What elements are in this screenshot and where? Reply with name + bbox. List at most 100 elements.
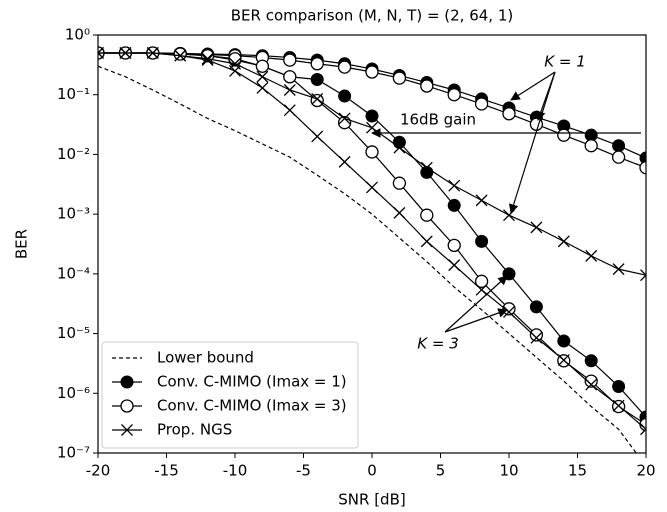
data-point bbox=[173, 47, 187, 61]
data-point bbox=[475, 194, 488, 207]
data-point bbox=[201, 52, 214, 65]
data-point bbox=[311, 130, 324, 143]
data-point bbox=[475, 234, 489, 248]
data-point bbox=[640, 269, 646, 282]
x-tick-label: 20 bbox=[636, 462, 655, 480]
data-point bbox=[639, 151, 646, 165]
data-point bbox=[119, 47, 132, 59]
legend-marker bbox=[121, 424, 133, 436]
data-point bbox=[310, 72, 324, 86]
annotation-arrows bbox=[371, 71, 641, 333]
data-point bbox=[98, 47, 104, 59]
y-tick-label: 10⁻⁷ bbox=[57, 444, 90, 462]
x-tick-label: -10 bbox=[223, 462, 248, 480]
x-tick-label: 5 bbox=[436, 462, 446, 480]
data-point bbox=[557, 354, 570, 367]
chart-title: BER comparison (M, N, T) = (2, 64, 1) bbox=[231, 7, 513, 25]
data-point bbox=[392, 135, 406, 149]
data-point bbox=[475, 283, 488, 296]
data-point bbox=[447, 198, 461, 212]
legend-label: Prop. NGS bbox=[157, 421, 232, 439]
data-point bbox=[283, 53, 297, 67]
data-point bbox=[585, 378, 598, 391]
data-point bbox=[557, 235, 570, 248]
x-tick-label: -20 bbox=[86, 462, 111, 480]
legend-box bbox=[101, 341, 359, 449]
data-point bbox=[557, 128, 571, 142]
data-point bbox=[393, 141, 406, 154]
legend-label: Conv. C-MIMO (Imax = 3) bbox=[157, 397, 347, 415]
data-point bbox=[310, 93, 324, 108]
data-point bbox=[174, 49, 187, 62]
data-point bbox=[256, 70, 269, 83]
data-point bbox=[447, 238, 461, 253]
y-tick-label: 10⁻² bbox=[57, 145, 90, 163]
data-point bbox=[283, 70, 297, 84]
data-point bbox=[530, 221, 543, 234]
data-point bbox=[611, 150, 626, 164]
data-point bbox=[366, 121, 378, 134]
data-point bbox=[338, 155, 351, 168]
data-point bbox=[640, 423, 646, 436]
y-tick-label: 10⁻⁴ bbox=[57, 264, 90, 282]
data-point bbox=[639, 161, 646, 175]
data-point bbox=[503, 209, 515, 222]
data-point bbox=[529, 300, 543, 314]
data-point bbox=[256, 81, 269, 94]
legend-label: Lower bound bbox=[157, 349, 254, 367]
legend-label: Conv. C-MIMO (Imax = 1) bbox=[157, 373, 347, 391]
annotation: 16dB gain bbox=[400, 111, 476, 129]
data-point bbox=[146, 47, 159, 59]
y-tick-label: 10⁰ bbox=[65, 26, 90, 44]
data-point bbox=[530, 331, 543, 344]
legend-marker bbox=[120, 375, 134, 389]
data-point bbox=[366, 181, 378, 194]
data-point bbox=[447, 88, 461, 102]
data-point bbox=[584, 374, 598, 388]
data-point bbox=[201, 54, 214, 67]
data-point bbox=[420, 161, 433, 174]
data-point bbox=[337, 60, 352, 74]
data-point bbox=[448, 179, 461, 192]
data-point bbox=[228, 52, 242, 66]
y-tick-label: 10⁻⁵ bbox=[57, 324, 90, 342]
data-point bbox=[420, 79, 434, 93]
annotation: K = 3 bbox=[417, 335, 458, 353]
data-point bbox=[283, 84, 296, 96]
x-tick-label: 10 bbox=[499, 462, 518, 480]
data-point bbox=[612, 399, 625, 412]
data-point bbox=[310, 57, 324, 71]
legend-marker bbox=[120, 399, 134, 413]
series-line bbox=[98, 65, 637, 453]
x-tick-label: -15 bbox=[154, 462, 179, 480]
data-point bbox=[392, 176, 407, 190]
y-tick-label: 10⁻⁶ bbox=[57, 384, 90, 402]
y-tick-label: 10⁻¹ bbox=[57, 85, 90, 103]
data-point bbox=[474, 97, 489, 111]
data-point bbox=[584, 354, 598, 368]
data-point bbox=[255, 59, 270, 73]
data-point bbox=[612, 379, 626, 393]
data-point bbox=[365, 65, 379, 79]
data-point bbox=[612, 139, 626, 153]
y-tick-label: 10⁻³ bbox=[57, 205, 90, 223]
data-point bbox=[365, 109, 379, 123]
data-point bbox=[338, 89, 352, 103]
data-point bbox=[420, 208, 434, 222]
data-point bbox=[612, 263, 625, 276]
annotation: K = 1 bbox=[544, 53, 585, 71]
data-point bbox=[448, 259, 461, 272]
data-point bbox=[474, 274, 489, 288]
plot-area bbox=[98, 46, 646, 453]
data-point bbox=[392, 71, 407, 85]
data-point bbox=[584, 139, 598, 153]
data-point bbox=[585, 249, 598, 262]
data-point bbox=[283, 104, 296, 117]
data-point bbox=[229, 64, 241, 77]
data-point bbox=[529, 328, 544, 342]
data-point bbox=[393, 206, 406, 219]
x-tick-label: 15 bbox=[568, 462, 587, 480]
data-point bbox=[557, 334, 571, 348]
data-point bbox=[420, 235, 433, 248]
x-tick-label: 0 bbox=[367, 462, 377, 480]
